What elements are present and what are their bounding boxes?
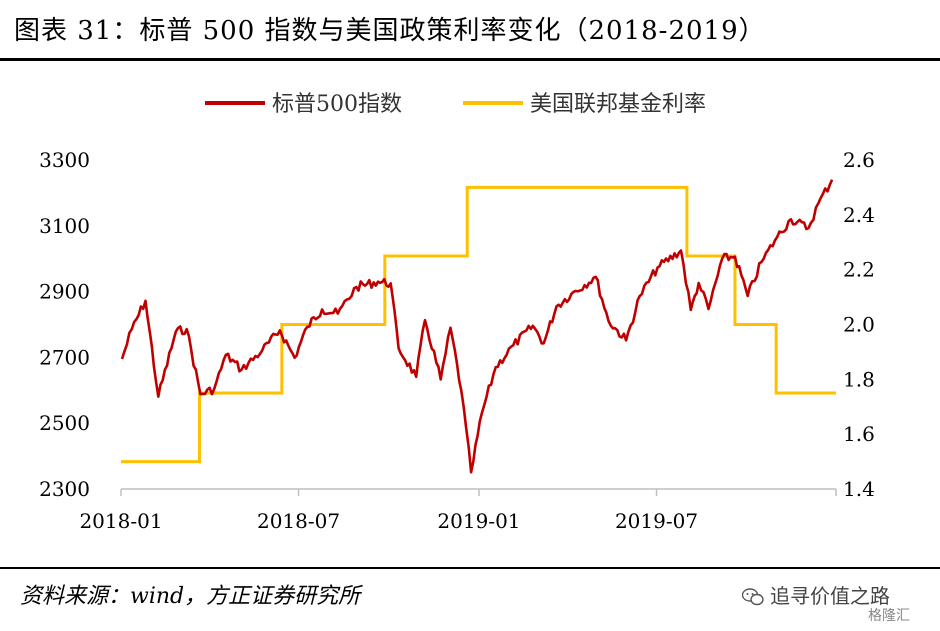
y-left-tick-label: 3100 bbox=[39, 214, 90, 238]
x-tick-label: 2019-01 bbox=[437, 509, 520, 533]
y-right-tick-label: 1.8 bbox=[843, 367, 875, 391]
legend-label-sp500: 标普500指数 bbox=[272, 92, 402, 117]
y-right-tick-label: 2.6 bbox=[843, 148, 875, 172]
y-right-tick-label: 2.2 bbox=[843, 258, 875, 282]
line-chart: 标普500指数 美国联邦基金利率 2300 2500 2700 2900 3100 330… bbox=[39, 92, 875, 533]
series-line-sp500 bbox=[120, 179, 834, 474]
y-right-tick-label: 2.4 bbox=[843, 203, 875, 227]
y-right-tick-label: 1.4 bbox=[843, 477, 875, 501]
y-right-tick-label: 1.6 bbox=[843, 422, 875, 446]
brand-label: 追寻价值之路 bbox=[742, 580, 890, 609]
plot-area bbox=[120, 179, 836, 474]
brand-sub-label: 格隆汇 bbox=[868, 608, 910, 624]
legend-label-fed-rate: 美国联邦基金利率 bbox=[530, 92, 706, 117]
y-left-tick-label: 2900 bbox=[39, 280, 90, 304]
y-left-tick-label: 2500 bbox=[39, 411, 90, 435]
legend: 标普500指数 美国联邦基金利率 bbox=[205, 92, 706, 117]
x-tick-label: 2018-07 bbox=[257, 509, 340, 533]
axes: 2300 2500 2700 2900 3100 3300 1.4 1.6 1.8 2.0 2.2 2… bbox=[39, 148, 875, 533]
figure-title: 图表 31：标普 500 指数与美国政策利率变化（2018-2019） bbox=[14, 16, 766, 46]
source-note: 资料来源：wind，方正证券研究所 bbox=[20, 584, 361, 609]
title-rule bbox=[0, 58, 940, 61]
wechat-icon bbox=[742, 588, 764, 606]
y-left-tick-label: 2700 bbox=[39, 345, 90, 369]
footer-rule bbox=[0, 567, 940, 569]
x-tick-label: 2019-07 bbox=[615, 509, 698, 533]
y-left-tick-label: 2300 bbox=[39, 477, 90, 501]
brand-name: 追寻价值之路 bbox=[770, 584, 890, 608]
x-tick-label: 2018-01 bbox=[79, 509, 162, 533]
series-line-fed-rate bbox=[121, 185, 836, 464]
y-left-tick-label: 3300 bbox=[39, 148, 90, 172]
y-right-tick-label: 2.0 bbox=[843, 313, 875, 337]
